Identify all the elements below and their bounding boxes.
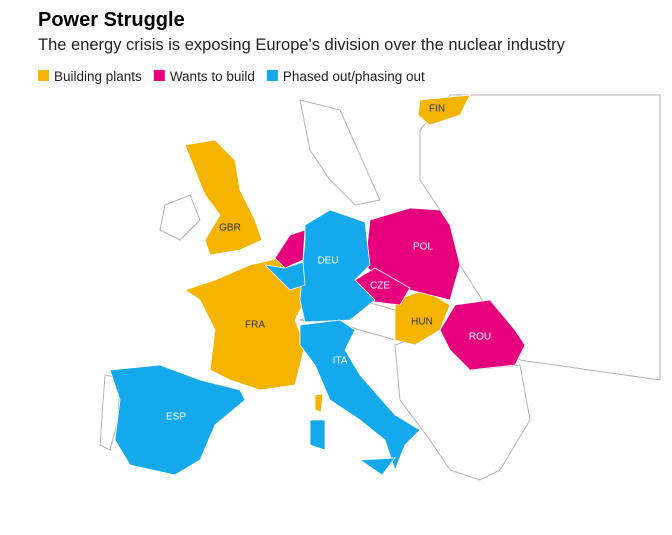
country — [439, 299, 526, 371]
legend-label: Building plants — [54, 69, 142, 84]
country-label: HUN — [411, 317, 433, 328]
country — [263, 261, 306, 291]
country-label: FRA — [245, 320, 265, 331]
country-label: CZE — [370, 281, 390, 292]
legend-swatch — [38, 70, 49, 81]
legend-label: Wants to build — [170, 69, 255, 84]
legend-swatch — [266, 70, 278, 81]
country — [309, 419, 326, 451]
country-label: ESP — [166, 412, 186, 423]
country — [299, 209, 376, 323]
legend-label: Phased out/phasing out — [283, 69, 425, 84]
country-label: ITA — [333, 356, 348, 367]
country-label: FIN — [429, 104, 445, 115]
country-label: GBR — [219, 223, 241, 234]
country-labels: FIN GBR FRA HUN POL CZE ROU DEU ITA ESP — [166, 104, 491, 423]
country-label: POL — [413, 242, 433, 253]
country — [299, 319, 421, 472]
subtitle: The energy crisis is exposing Europe's d… — [38, 36, 566, 54]
country-label: ROU — [469, 332, 491, 343]
country — [184, 139, 263, 256]
base-map — [99, 94, 661, 481]
country — [417, 94, 471, 126]
country — [274, 229, 306, 269]
country — [314, 393, 324, 413]
legend: Building plants Wants to build Phased out/… — [38, 69, 425, 84]
title: Power Struggle — [38, 9, 185, 31]
legend-swatch — [153, 70, 165, 81]
country — [109, 364, 246, 476]
countries — [109, 94, 526, 476]
land — [299, 99, 381, 206]
country — [358, 457, 396, 476]
land — [159, 194, 201, 241]
country-label: DEU — [317, 256, 338, 267]
